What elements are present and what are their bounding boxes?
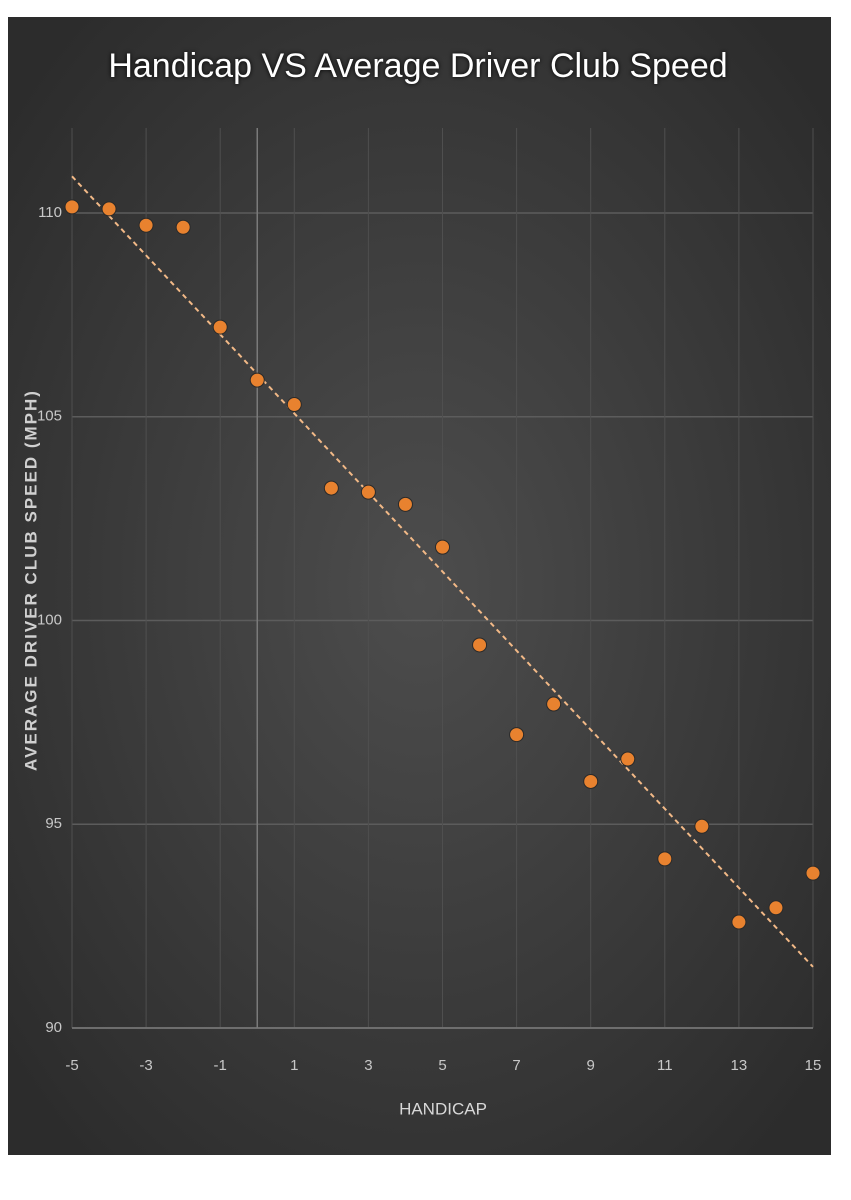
scatter-point (249, 372, 265, 388)
scatter-point (138, 217, 154, 233)
y-axis-label: AVERAGE DRIVER CLUB SPEED (MPH) (21, 389, 40, 771)
x-tick-label: -1 (214, 1057, 227, 1074)
x-tick-label: -5 (65, 1057, 78, 1074)
trendline (71, 175, 814, 968)
chart-title: Handicap VS Average Driver Club Speed (108, 47, 727, 85)
x-tick-label: 3 (364, 1057, 372, 1074)
scatter-point (620, 751, 636, 767)
x-tick-label: 11 (657, 1057, 673, 1074)
y-tick-label: 100 (37, 611, 62, 628)
scatter-point (175, 219, 191, 235)
scatter-point (805, 865, 821, 881)
scatter-point (694, 818, 710, 834)
scatter-point (286, 397, 302, 413)
x-tick-label: 1 (290, 1057, 298, 1074)
scatter-point (101, 201, 117, 217)
x-axis-label: HANDICAP (399, 1099, 487, 1118)
x-tick-label: 13 (731, 1057, 748, 1074)
scatter-point (583, 773, 599, 789)
scatter-point (435, 539, 450, 555)
scatter-point (731, 914, 747, 930)
y-tick-label: 105 (37, 408, 62, 425)
scatter-point (768, 900, 784, 916)
x-tick-label: 9 (587, 1057, 595, 1074)
scatter-point (472, 637, 488, 653)
y-tick-label: 110 (38, 204, 62, 221)
scatter-point (212, 319, 228, 335)
x-tick-label: 5 (438, 1057, 446, 1074)
y-tick-label: 90 (45, 1019, 62, 1036)
y-tick-label: 95 (45, 815, 62, 832)
scatter-point (509, 727, 525, 743)
scatter-point (323, 480, 339, 496)
scatter-point (397, 496, 413, 512)
scatter-point (360, 484, 376, 500)
x-tick-label: -3 (139, 1057, 152, 1074)
x-tick-label: 15 (805, 1057, 822, 1074)
scatter-point (64, 199, 80, 215)
scatter-point (657, 851, 673, 867)
chart-background (8, 17, 831, 1155)
x-tick-label: 7 (512, 1057, 520, 1074)
scatter-point (546, 696, 562, 712)
